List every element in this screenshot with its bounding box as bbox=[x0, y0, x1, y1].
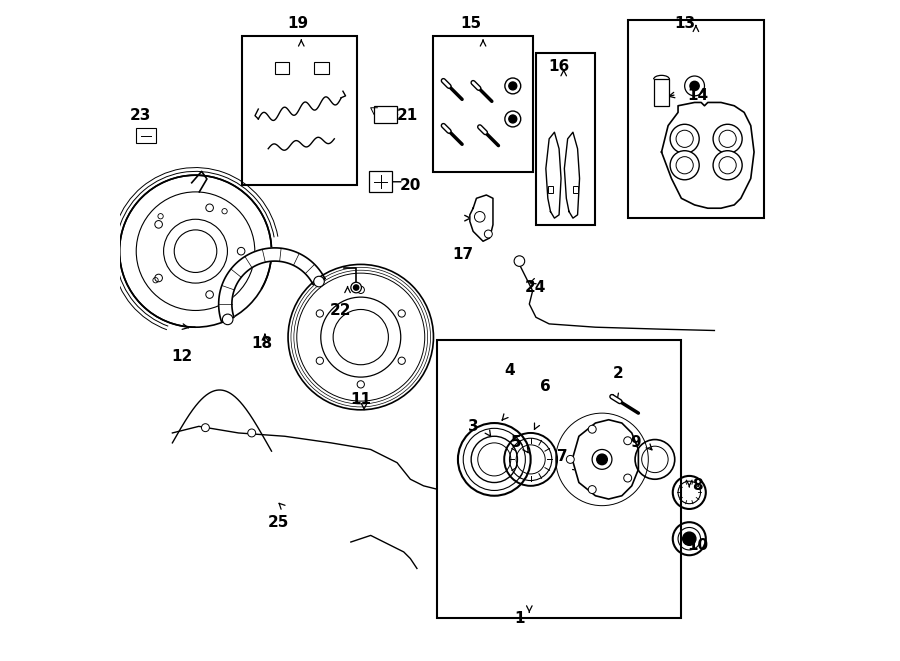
Polygon shape bbox=[572, 420, 638, 499]
Circle shape bbox=[351, 282, 362, 293]
Circle shape bbox=[505, 78, 521, 94]
Text: 10: 10 bbox=[688, 538, 708, 553]
Polygon shape bbox=[470, 195, 493, 241]
Circle shape bbox=[508, 115, 517, 123]
Bar bbox=[242, 36, 357, 185]
Circle shape bbox=[713, 151, 742, 180]
Circle shape bbox=[589, 425, 596, 433]
Circle shape bbox=[484, 230, 492, 238]
Text: 3: 3 bbox=[468, 419, 479, 434]
Circle shape bbox=[683, 532, 696, 545]
Circle shape bbox=[474, 212, 485, 222]
Circle shape bbox=[719, 130, 736, 147]
Bar bbox=[573, 186, 578, 193]
Text: 12: 12 bbox=[172, 350, 193, 364]
Circle shape bbox=[624, 474, 632, 482]
Text: 2: 2 bbox=[613, 366, 624, 381]
Circle shape bbox=[597, 454, 608, 465]
Circle shape bbox=[624, 437, 632, 445]
Circle shape bbox=[248, 429, 256, 437]
Text: 17: 17 bbox=[453, 247, 473, 262]
Text: 14: 14 bbox=[688, 89, 708, 103]
Circle shape bbox=[202, 424, 210, 432]
Text: 11: 11 bbox=[350, 393, 372, 407]
Circle shape bbox=[670, 124, 699, 153]
Bar bbox=[434, 36, 533, 172]
Bar bbox=[436, 340, 681, 618]
Text: 1: 1 bbox=[514, 611, 525, 625]
Bar bbox=[314, 62, 329, 74]
Circle shape bbox=[589, 486, 596, 494]
Text: 23: 23 bbox=[130, 108, 151, 123]
Bar bbox=[536, 53, 596, 225]
Circle shape bbox=[592, 449, 612, 469]
Circle shape bbox=[719, 157, 736, 174]
Bar bbox=[628, 20, 764, 218]
Circle shape bbox=[713, 124, 742, 153]
Text: 5: 5 bbox=[511, 436, 521, 450]
Text: 24: 24 bbox=[526, 280, 546, 295]
Circle shape bbox=[690, 81, 699, 91]
Circle shape bbox=[505, 111, 521, 127]
Text: 22: 22 bbox=[330, 303, 352, 318]
Text: 21: 21 bbox=[396, 108, 418, 123]
Circle shape bbox=[314, 276, 324, 287]
Text: 13: 13 bbox=[674, 16, 695, 30]
Text: 9: 9 bbox=[630, 436, 641, 450]
Circle shape bbox=[566, 455, 574, 463]
Bar bbox=[548, 186, 554, 193]
Text: 7: 7 bbox=[557, 449, 568, 463]
Polygon shape bbox=[545, 132, 561, 218]
Text: 20: 20 bbox=[400, 178, 421, 192]
Text: 8: 8 bbox=[693, 479, 703, 493]
Circle shape bbox=[670, 151, 699, 180]
Text: 6: 6 bbox=[541, 379, 551, 394]
Bar bbox=[374, 106, 397, 123]
Circle shape bbox=[676, 130, 693, 147]
Polygon shape bbox=[564, 132, 580, 218]
Circle shape bbox=[685, 76, 705, 96]
Text: 4: 4 bbox=[504, 363, 515, 377]
Circle shape bbox=[676, 157, 693, 174]
Circle shape bbox=[354, 285, 359, 290]
Text: 19: 19 bbox=[287, 16, 309, 30]
Polygon shape bbox=[662, 102, 754, 208]
Text: 16: 16 bbox=[548, 59, 570, 73]
Text: 15: 15 bbox=[461, 16, 482, 30]
Circle shape bbox=[508, 82, 517, 90]
Text: 18: 18 bbox=[251, 336, 272, 351]
Text: 25: 25 bbox=[267, 515, 289, 529]
Bar bbox=[136, 128, 156, 143]
FancyBboxPatch shape bbox=[369, 171, 392, 192]
Polygon shape bbox=[219, 248, 325, 321]
Circle shape bbox=[222, 314, 233, 325]
Bar bbox=[653, 79, 670, 106]
Bar bbox=[274, 62, 290, 74]
Circle shape bbox=[514, 256, 525, 266]
